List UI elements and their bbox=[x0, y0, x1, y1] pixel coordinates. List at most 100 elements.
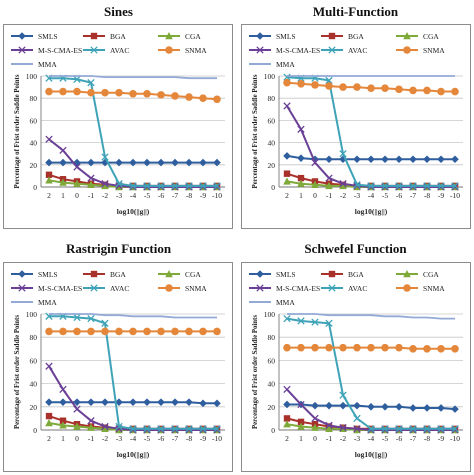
panel-title-multi-function: Multi-Function bbox=[312, 4, 399, 19]
data-point-smls bbox=[297, 154, 305, 162]
x-axis-label: log10(||g||) bbox=[355, 450, 388, 459]
y-tick-label: 40 bbox=[30, 139, 38, 148]
legend-marker bbox=[328, 32, 336, 40]
data-point-smls bbox=[73, 158, 81, 167]
x-axis-label: log10(||g||) bbox=[117, 450, 150, 459]
y-tick-label: 100 bbox=[26, 310, 38, 319]
series-snma bbox=[283, 343, 459, 353]
series-snma bbox=[45, 327, 221, 336]
panel-title-sines: Sines bbox=[104, 4, 133, 19]
data-point-m-s-cma-es bbox=[283, 102, 291, 110]
data-point-m-s-cma-es bbox=[45, 135, 53, 143]
data-point-smls bbox=[395, 403, 403, 411]
data-point-snma bbox=[171, 327, 179, 336]
data-point-snma bbox=[451, 87, 459, 96]
data-point-smls bbox=[115, 398, 123, 406]
data-point-cga bbox=[87, 180, 95, 188]
data-point-m-s-cma-es bbox=[353, 425, 361, 433]
data-point-smls bbox=[101, 158, 109, 167]
data-point-bga bbox=[59, 417, 67, 424]
data-point-avac bbox=[339, 150, 347, 158]
data-point-smls bbox=[185, 158, 193, 167]
data-point-avac bbox=[185, 425, 193, 433]
x-tick-label: -5 bbox=[382, 191, 388, 200]
data-point-m-s-cma-es bbox=[423, 183, 431, 191]
data-point-avac bbox=[101, 153, 109, 161]
data-point-snma bbox=[73, 327, 81, 336]
data-point-smls bbox=[283, 152, 291, 160]
x-tick-label: -7 bbox=[172, 434, 178, 443]
data-point-avac bbox=[381, 182, 389, 190]
data-point-bga bbox=[45, 412, 53, 420]
legend-item-smls: SMLS bbox=[11, 270, 58, 279]
legend-label: SNMA bbox=[185, 46, 207, 55]
x-tick-label: -2 bbox=[340, 434, 346, 443]
legend-item-smls: SMLS bbox=[249, 270, 296, 279]
legend-item-snma: SNMA bbox=[396, 284, 445, 293]
data-point-cga bbox=[73, 422, 81, 430]
y-tick-label: 0 bbox=[271, 426, 275, 435]
x-tick-label: -2 bbox=[102, 434, 108, 443]
data-point-smls bbox=[171, 158, 179, 167]
y-tick-label: 0 bbox=[271, 183, 275, 192]
y-tick-label: 60 bbox=[268, 116, 276, 125]
data-point-snma bbox=[143, 89, 151, 98]
data-point-bga bbox=[283, 170, 291, 177]
data-point-avac bbox=[157, 425, 165, 433]
data-point-m-s-cma-es bbox=[185, 183, 193, 191]
data-point-snma bbox=[171, 92, 179, 100]
data-point-snma bbox=[87, 88, 95, 97]
data-point-avac bbox=[143, 425, 151, 433]
x-tick-label: -6 bbox=[396, 191, 402, 200]
panel-frame bbox=[241, 262, 471, 472]
y-tick-label: 60 bbox=[30, 116, 38, 125]
y-tick-label: 40 bbox=[30, 380, 38, 389]
legend-item-snma: SNMA bbox=[158, 46, 207, 55]
x-tick-label: 1 bbox=[299, 434, 303, 443]
x-tick-label: -3 bbox=[354, 191, 360, 200]
data-point-snma bbox=[129, 89, 137, 98]
panel-title-rastrigin: Rastrigin Function bbox=[65, 241, 172, 256]
data-point-snma bbox=[451, 345, 459, 353]
data-point-m-s-cma-es bbox=[339, 180, 347, 188]
data-point-m-s-cma-es bbox=[213, 183, 221, 191]
data-point-smls bbox=[437, 404, 445, 412]
legend-marker bbox=[18, 284, 26, 292]
legend-label: SNMA bbox=[423, 284, 445, 293]
data-point-cga bbox=[297, 422, 305, 430]
x-tick-label: -5 bbox=[144, 434, 150, 443]
data-point-m-s-cma-es bbox=[311, 158, 319, 167]
data-point-m-s-cma-es bbox=[297, 125, 305, 133]
data-point-avac bbox=[451, 182, 459, 190]
legend-label: CGA bbox=[423, 270, 439, 279]
data-point-avac bbox=[325, 76, 333, 85]
legend-label: AVAC bbox=[348, 46, 367, 55]
data-point-smls bbox=[451, 405, 459, 413]
data-point-snma bbox=[423, 86, 431, 95]
data-point-cga bbox=[45, 419, 53, 427]
legend-item-smls: SMLS bbox=[249, 32, 296, 41]
series-line-mma bbox=[49, 75, 217, 80]
series-avac bbox=[283, 73, 459, 190]
data-point-bga bbox=[45, 171, 53, 178]
data-point-smls bbox=[367, 403, 375, 411]
data-point-avac bbox=[115, 180, 123, 188]
y-tick-label: 20 bbox=[30, 403, 38, 412]
data-point-snma bbox=[213, 95, 221, 104]
data-point-smls bbox=[213, 158, 221, 167]
data-point-smls bbox=[283, 400, 291, 409]
legend-item-cga: CGA bbox=[396, 270, 439, 279]
series-avac bbox=[45, 74, 221, 190]
legend-marker bbox=[18, 46, 26, 54]
data-point-smls bbox=[143, 398, 151, 406]
legend-marker bbox=[90, 32, 98, 40]
data-point-smls bbox=[129, 398, 137, 406]
data-point-snma bbox=[423, 345, 431, 353]
legend: SMLS BGA CGA M-S-CMA-ES AVAC SNMA MMA bbox=[249, 270, 445, 307]
data-point-avac bbox=[395, 182, 403, 190]
panel-frame bbox=[3, 262, 233, 472]
legend-item-cga: CGA bbox=[396, 32, 439, 41]
y-tick-label: 80 bbox=[30, 94, 38, 103]
data-point-avac bbox=[409, 182, 417, 190]
